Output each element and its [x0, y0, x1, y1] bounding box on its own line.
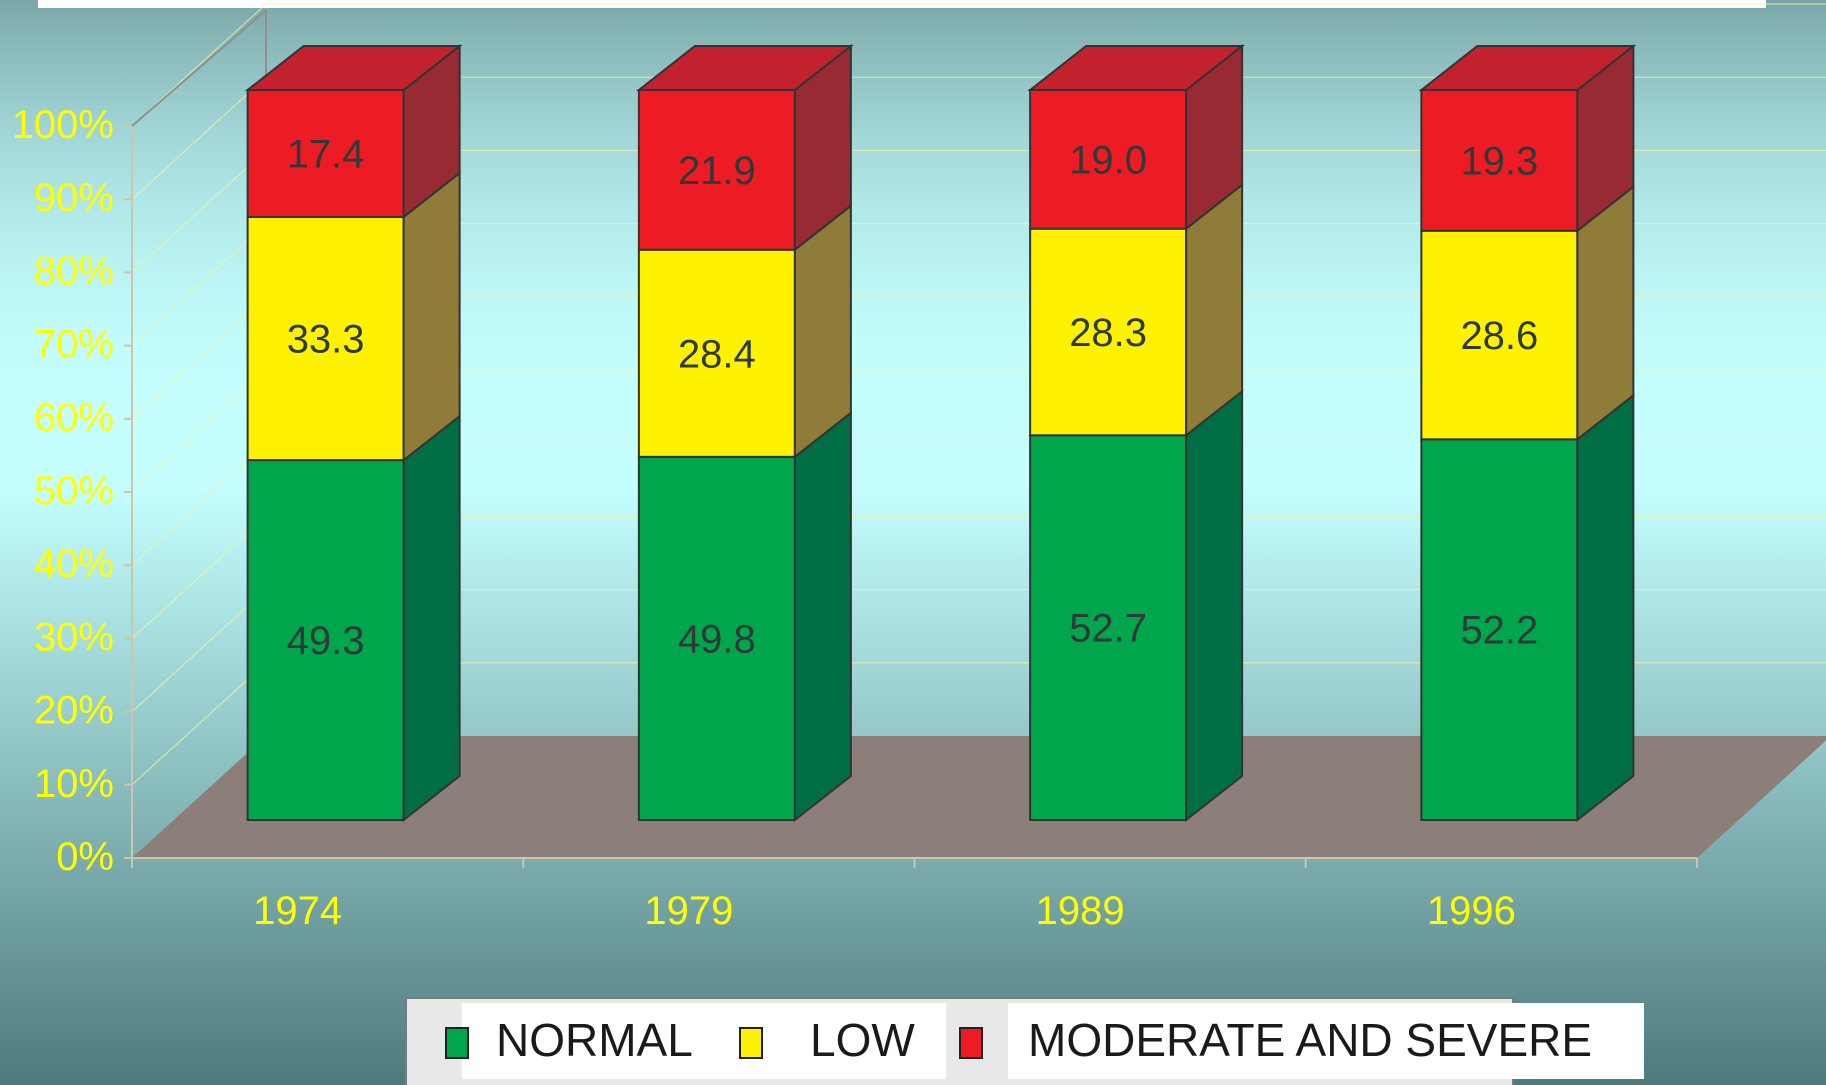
legend-label: NORMAL — [496, 1014, 693, 1066]
data-label: 19.3 — [1460, 139, 1538, 183]
bar-segment-side — [402, 170, 461, 463]
y-tick-label: 10% — [34, 762, 114, 806]
bar-stack-1974: 49.3 33.3 17.4 — [244, 43, 463, 823]
data-label: 52.7 — [1069, 607, 1147, 651]
data-label: 17.4 — [287, 133, 365, 177]
bar-segment-moderate-and-severe — [1029, 89, 1188, 230]
y-tick-label: 50% — [34, 469, 114, 513]
gridline-diagonal — [131, 223, 267, 346]
gridline-diagonal — [131, 442, 267, 566]
bar-top — [1418, 45, 1637, 91]
gridline-diagonal — [131, 76, 267, 200]
data-label: 33.3 — [287, 318, 365, 362]
gridline-diagonal — [131, 150, 267, 273]
bar-segment-normal — [246, 459, 405, 821]
legend-label: LOW — [810, 1014, 915, 1066]
x-tick-label: 1974 — [253, 889, 342, 933]
data-label: 19.0 — [1069, 138, 1147, 182]
gridline-diagonal — [131, 296, 267, 420]
bar-top — [244, 45, 463, 91]
bar-top — [635, 45, 854, 91]
bar-segment-low — [1420, 229, 1579, 441]
y-tick-label: 20% — [34, 689, 114, 733]
legend-swatch-low — [739, 1027, 763, 1059]
y-tick-label: 80% — [34, 249, 114, 293]
plot-area: 49.3 33.3 17.4 49.8 28.4 21.9 52.7 28.3 19.0 52.2… — [124, 3, 1826, 868]
legend-item-bg — [780, 1003, 946, 1079]
y-tick-label: 0% — [56, 835, 114, 879]
bar-segment-low — [246, 216, 405, 462]
bar-segment-side — [402, 414, 461, 823]
y-tick-label: 100% — [12, 103, 114, 147]
bar-segment-side — [793, 410, 852, 823]
y-tick-label: 70% — [34, 323, 114, 367]
data-label: 28.4 — [678, 332, 756, 376]
data-label: 49.3 — [287, 619, 365, 663]
legend-label: MODERATE AND SEVERE — [1028, 1014, 1592, 1066]
bar-stack-1979: 49.8 28.4 21.9 — [635, 43, 854, 823]
bar-segment-side — [1576, 393, 1635, 823]
data-label: 52.2 — [1460, 609, 1538, 653]
bar-stack-1996: 52.2 28.6 19.3 — [1418, 43, 1637, 823]
bar-segment-moderate-and-severe — [246, 89, 405, 219]
y-tick-label: 60% — [34, 396, 114, 440]
data-label: 28.3 — [1069, 311, 1147, 355]
chart-floor — [132, 736, 1826, 858]
bar-stack-1989: 52.7 28.3 19.0 — [1027, 43, 1246, 823]
legend-item-bg — [462, 1003, 780, 1079]
legend-swatch-moderate-and-severe — [959, 1027, 983, 1059]
bar-top — [1027, 45, 1246, 91]
y-tick-label: 30% — [34, 615, 114, 659]
y-tick-label: 40% — [34, 542, 114, 586]
axis-labels: 0% 10% 20% 30% 40% 50% 60% 70% 80% 90% 100% 1974 197… — [12, 103, 1516, 933]
bar-segment-low — [637, 248, 796, 458]
wall-top-edge — [131, 9, 267, 127]
gridline-diagonal — [131, 589, 267, 712]
x-tick-label: 1979 — [644, 889, 733, 933]
bar-segment-normal — [1420, 438, 1579, 821]
y-tick-label: 90% — [34, 176, 114, 220]
legend-swatch-normal — [445, 1027, 469, 1059]
gridline-diagonal — [131, 369, 267, 493]
x-tick-label: 1996 — [1427, 889, 1516, 933]
data-label: 21.9 — [678, 149, 756, 193]
data-label: 49.8 — [678, 617, 756, 661]
bar-segment-normal — [1029, 434, 1188, 821]
gridline-diagonal — [131, 662, 267, 786]
data-label: 28.6 — [1460, 314, 1538, 358]
legend-item-bg — [1008, 1003, 1644, 1079]
bar-segment-moderate-and-severe — [1420, 89, 1579, 232]
gridline-diagonal — [131, 516, 267, 639]
bar-segment-side — [1185, 389, 1244, 823]
legend: NORMAL LOW MODERATE AND SEVERE — [405, 997, 1644, 1085]
x-tick-label: 1989 — [1036, 889, 1125, 933]
bar-segment-normal — [637, 455, 796, 821]
